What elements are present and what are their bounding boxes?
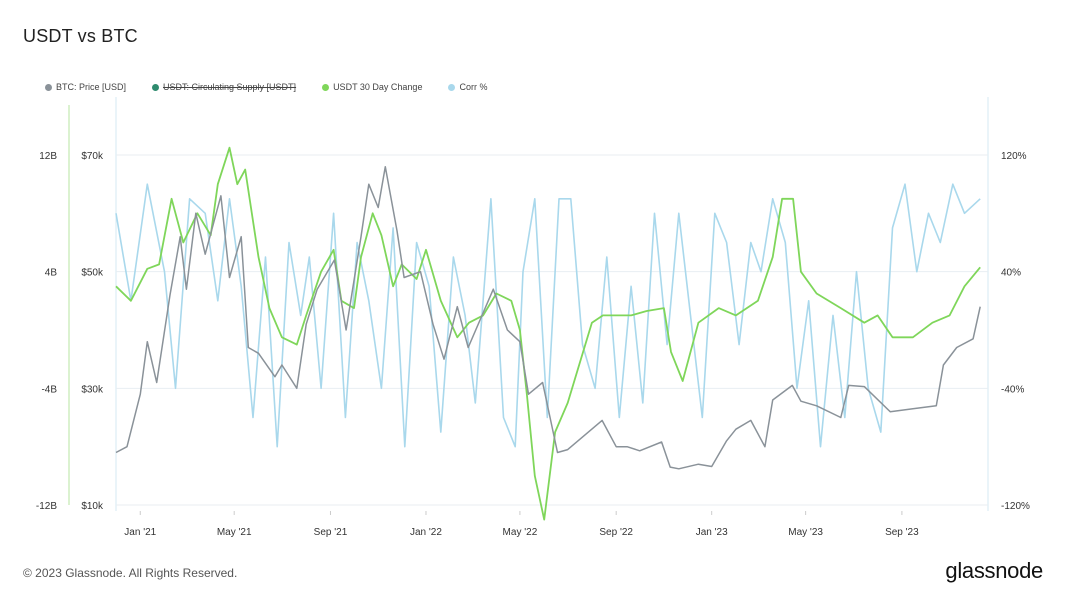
- copyright-text: © 2023 Glassnode. All Rights Reserved.: [23, 566, 238, 580]
- y-tick-corr: 40%: [1001, 268, 1021, 279]
- x-tick-label: May '22: [503, 527, 538, 538]
- x-tick-label: Jan '21: [124, 527, 156, 538]
- legend-item-corr[interactable]: Corr %: [448, 82, 487, 92]
- y-tick-usdt-change: -4B: [41, 384, 57, 395]
- glassnode-logo: glassnode: [945, 558, 1043, 583]
- legend-label: USDT: Circulating Supply [USDT]: [163, 82, 297, 92]
- legend-item-usdt-supply[interactable]: USDT: Circulating Supply [USDT]: [152, 82, 296, 92]
- legend-label: BTC: Price [USD]: [56, 82, 127, 92]
- legend-dot-icon: [322, 83, 330, 91]
- series-line-corr: [115, 183, 981, 448]
- x-tick-label: Sep '21: [314, 527, 348, 538]
- series-line-usdt-30-day-change: [115, 146, 981, 521]
- y-tick-btc-price: $30k: [81, 384, 104, 395]
- legend-dot-icon: [448, 83, 456, 91]
- chart-title: USDT vs BTC: [23, 26, 138, 46]
- x-tick-label: Jan '23: [696, 527, 728, 538]
- chart-legend: BTC: Price [USD] USDT: Circulating Suppl…: [45, 82, 487, 92]
- x-tick-label: May '23: [788, 527, 823, 538]
- x-tick-label: Sep '22: [599, 527, 633, 538]
- y-tick-btc-price: $10k: [81, 501, 104, 512]
- legend-item-btc-price[interactable]: BTC: Price [USD]: [45, 82, 126, 92]
- y-tick-usdt-change: 4B: [45, 268, 58, 279]
- legend-label: Corr %: [459, 82, 488, 92]
- y-tick-btc-price: $70k: [81, 151, 104, 162]
- y-tick-corr: -120%: [1001, 501, 1030, 512]
- legend-item-usdt-change[interactable]: USDT 30 Day Change: [322, 82, 422, 92]
- series-line-btc-price-usd: [115, 165, 981, 470]
- x-tick-label: Sep '23: [885, 527, 919, 538]
- y-tick-corr: 120%: [1001, 151, 1027, 162]
- legend-label: USDT 30 Day Change: [333, 82, 423, 92]
- x-tick-label: Jan '22: [410, 527, 442, 538]
- y-tick-usdt-change: -12B: [36, 501, 57, 512]
- legend-dot-icon: [152, 83, 160, 91]
- x-tick-label: May '21: [217, 527, 252, 538]
- legend-dot-icon: [45, 83, 52, 91]
- y-tick-btc-price: $50k: [81, 268, 104, 279]
- y-tick-usdt-change: 12B: [39, 151, 57, 162]
- y-tick-corr: -40%: [1001, 384, 1024, 395]
